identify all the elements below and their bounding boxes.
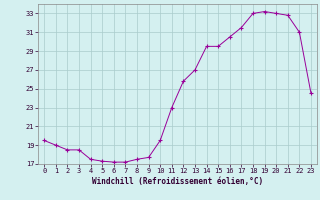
X-axis label: Windchill (Refroidissement éolien,°C): Windchill (Refroidissement éolien,°C): [92, 177, 263, 186]
